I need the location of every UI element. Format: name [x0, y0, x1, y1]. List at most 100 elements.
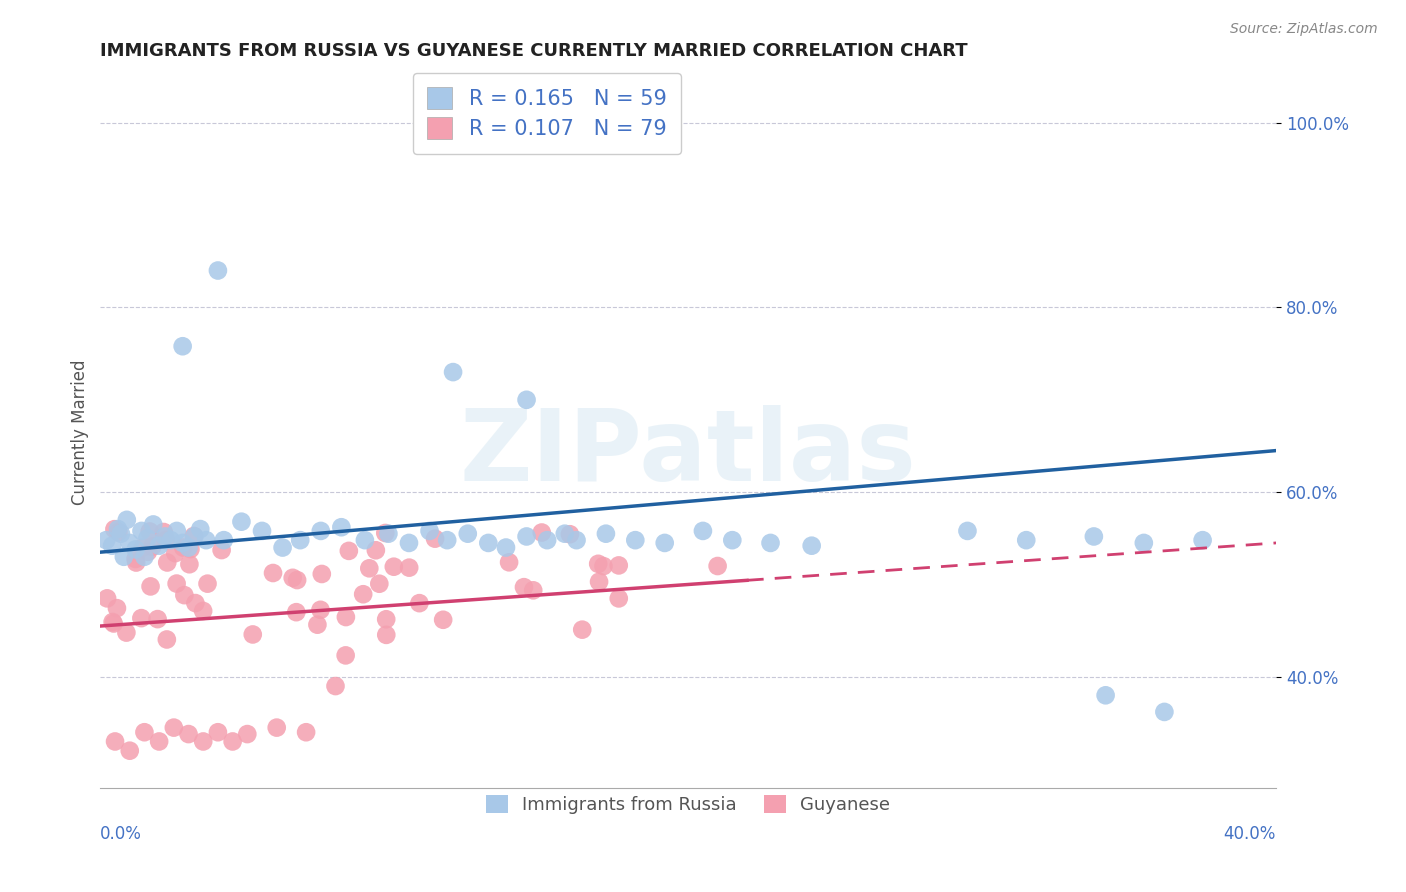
Point	[1083, 529, 1105, 543]
Point	[165, 546, 187, 560]
Point	[148, 734, 170, 748]
Point	[1094, 688, 1116, 702]
Point	[134, 549, 156, 564]
Point	[195, 533, 218, 548]
Point	[160, 533, 183, 548]
Point	[125, 556, 148, 570]
Point	[956, 524, 979, 538]
Point	[112, 549, 135, 564]
Point	[1153, 705, 1175, 719]
Point	[212, 533, 235, 548]
Point	[364, 543, 387, 558]
Point	[131, 611, 153, 625]
Point	[242, 627, 264, 641]
Point	[352, 587, 374, 601]
Point	[325, 679, 347, 693]
Point	[307, 617, 329, 632]
Point	[522, 583, 544, 598]
Point	[124, 552, 146, 566]
Point	[309, 603, 332, 617]
Point	[166, 524, 188, 538]
Point	[1015, 533, 1038, 548]
Point	[441, 365, 464, 379]
Point	[197, 576, 219, 591]
Point	[155, 533, 177, 548]
Point	[193, 734, 215, 748]
Point	[571, 623, 593, 637]
Point	[177, 727, 200, 741]
Point	[477, 536, 499, 550]
Point	[354, 533, 377, 548]
Point	[146, 612, 169, 626]
Point	[156, 556, 179, 570]
Point	[110, 526, 132, 541]
Point	[105, 601, 128, 615]
Point	[101, 615, 124, 629]
Point	[250, 524, 273, 538]
Text: 0.0%: 0.0%	[100, 824, 142, 843]
Point	[115, 625, 138, 640]
Point	[184, 596, 207, 610]
Point	[118, 536, 141, 550]
Point	[124, 542, 146, 557]
Point	[530, 525, 553, 540]
Point	[335, 610, 357, 624]
Point	[139, 579, 162, 593]
Point	[398, 560, 420, 574]
Point	[607, 558, 630, 573]
Point	[141, 540, 163, 554]
Point	[107, 525, 129, 540]
Point	[1191, 533, 1213, 548]
Text: ZIPatlas: ZIPatlas	[460, 405, 917, 502]
Point	[148, 539, 170, 553]
Point	[262, 566, 284, 580]
Point	[231, 515, 253, 529]
Point	[179, 558, 201, 572]
Point	[330, 520, 353, 534]
Point	[138, 524, 160, 539]
Point	[592, 559, 614, 574]
Text: 40.0%: 40.0%	[1223, 824, 1277, 843]
Point	[654, 536, 676, 550]
Point	[565, 533, 588, 548]
Point	[191, 604, 214, 618]
Point	[177, 541, 200, 555]
Point	[266, 721, 288, 735]
Point	[103, 616, 125, 631]
Point	[179, 542, 201, 557]
Point	[172, 536, 194, 550]
Point	[309, 524, 332, 538]
Point	[142, 517, 165, 532]
Point	[692, 524, 714, 538]
Point	[377, 526, 399, 541]
Point	[221, 734, 243, 748]
Point	[281, 571, 304, 585]
Point	[721, 533, 744, 548]
Point	[172, 339, 194, 353]
Point	[153, 529, 176, 543]
Point	[419, 524, 441, 538]
Point	[359, 561, 381, 575]
Point	[136, 545, 159, 559]
Point	[131, 541, 153, 555]
Point	[236, 727, 259, 741]
Point	[495, 541, 517, 555]
Point	[136, 531, 159, 545]
Point	[115, 513, 138, 527]
Point	[134, 725, 156, 739]
Point	[423, 532, 446, 546]
Point	[211, 543, 233, 558]
Point	[337, 544, 360, 558]
Text: Source: ZipAtlas.com: Source: ZipAtlas.com	[1230, 22, 1378, 37]
Point	[588, 574, 610, 589]
Point	[290, 533, 312, 548]
Point	[513, 580, 536, 594]
Point	[107, 522, 129, 536]
Point	[285, 605, 308, 619]
Point	[104, 734, 127, 748]
Point	[516, 529, 538, 543]
Point	[207, 263, 229, 277]
Point	[536, 533, 558, 548]
Point	[101, 539, 124, 553]
Point	[498, 555, 520, 569]
